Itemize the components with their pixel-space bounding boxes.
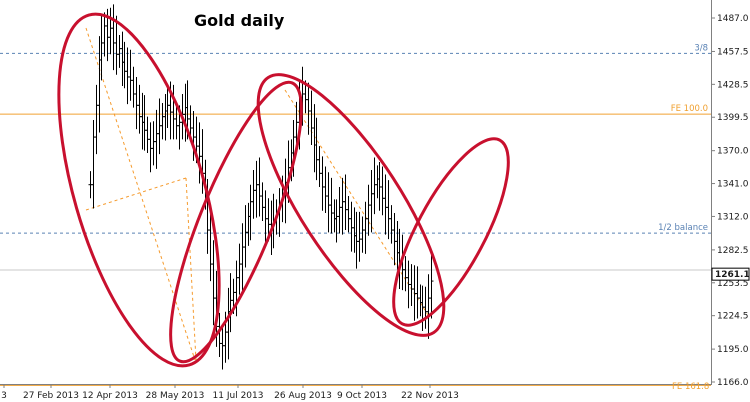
axes — [0, 0, 712, 385]
x-tick-label: 9 Oct 2013 — [337, 391, 387, 401]
x-tick-label: 22 Nov 2013 — [401, 391, 459, 401]
ohlc-bar — [429, 253, 434, 319]
y-tick-label: 1312.0 — [717, 212, 749, 222]
y-tick-label: 1399.5 — [717, 113, 749, 123]
y-tick-label: 1428.5 — [717, 80, 749, 90]
level-label: FE 100.0 — [671, 104, 708, 114]
ellipse-2 — [169, 80, 303, 364]
y-tick-label: 1195.0 — [717, 345, 749, 355]
y-tick-label: 1487.0 — [717, 14, 749, 24]
chart-title: Gold daily — [194, 11, 285, 30]
last-price-label: 1261.1 — [715, 270, 750, 280]
x-tick-label: 11 Jul 2013 — [213, 391, 264, 401]
y-tick-labels: 1487.0 1457.5 1428.5 1399.5 1370.0 1341.0 1312… — [711, 14, 749, 388]
x-tick-label: 26 Aug 2013 — [274, 391, 332, 401]
level-label: 1/2 balance — [658, 223, 708, 233]
x-tick-label: 27 Feb 2013 — [23, 391, 79, 401]
ellipse-4 — [392, 137, 510, 327]
y-tick-label: 1166.0 — [717, 378, 749, 388]
fe-161-label: FE 161.8 — [672, 382, 709, 392]
last-price-box — [711, 267, 750, 281]
last-price-marker: 1261.1 — [711, 267, 750, 281]
ellipse-3 — [256, 73, 446, 337]
y-tick-label: 1370.0 — [717, 147, 749, 157]
y-tick-label: 1253.5 — [717, 279, 749, 289]
price-bars — [88, 4, 434, 370]
x-tick-label: 12 Apr 2013 — [82, 391, 138, 401]
ellipse-1 — [57, 12, 221, 368]
x-tick-labels: 3 27 Feb 2013 12 Apr 2013 28 May 2013 11 Jul… — [1, 384, 459, 401]
y-tick-label: 1457.5 — [717, 47, 749, 57]
y-tick-label: 1224.5 — [717, 312, 749, 322]
level-lines: 3/8 FE 100.0 1/2 balance — [0, 43, 711, 386]
fibo-line-a — [85, 27, 196, 361]
y-tick-label: 1282.5 — [717, 246, 749, 256]
x-tick-label: 3 — [1, 391, 7, 401]
y-tick-label: 1341.0 — [717, 180, 749, 190]
x-tick-label: 28 May 2013 — [146, 391, 205, 401]
level-label: 3/8 — [694, 43, 708, 53]
fibo-line-c — [185, 177, 197, 361]
annotation-ellipses — [57, 12, 510, 368]
